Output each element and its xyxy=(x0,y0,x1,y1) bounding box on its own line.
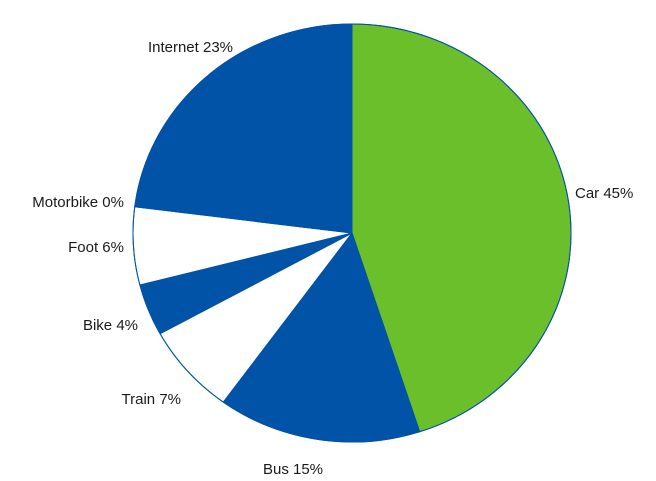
pie-slices xyxy=(132,23,572,443)
pie-label-bike: Bike 4% xyxy=(83,317,138,334)
pie-label-foot: Foot 6% xyxy=(68,239,124,256)
pie-label-internet: Internet 23% xyxy=(148,39,233,56)
pie-label-car: Car 45% xyxy=(575,185,633,202)
pie-outline xyxy=(132,23,572,443)
pie-label-motorbike: Motorbike 0% xyxy=(32,194,124,211)
pie-labels: Car 45% Bus 15% Train 7% Bike 4% Foot 6% Moto… xyxy=(32,39,633,478)
pie-label-train: Train 7% xyxy=(122,391,181,408)
pie-label-bus: Bus 15% xyxy=(263,461,323,478)
